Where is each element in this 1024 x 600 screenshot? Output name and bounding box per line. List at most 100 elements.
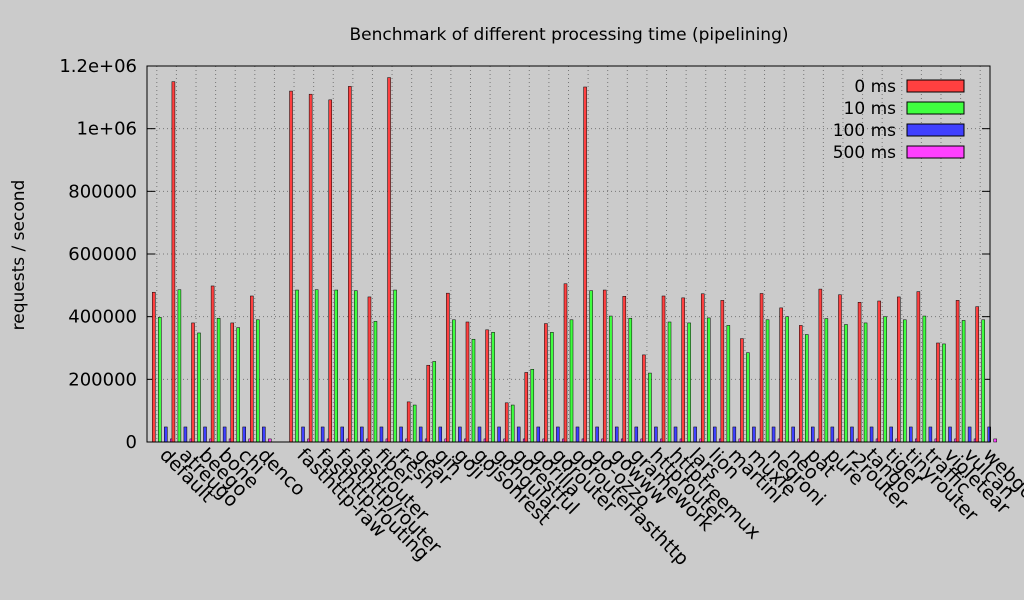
bar-martini-100ms — [732, 426, 737, 443]
bar-gowww-100ms — [614, 426, 619, 443]
chart-title: Benchmark of different processing time (… — [350, 25, 789, 45]
bar-beego-100ms — [203, 426, 207, 443]
bar-default-0ms — [152, 291, 156, 443]
bar-fasthttp-raw-100ms — [301, 426, 305, 443]
bar-gorestful-100ms — [516, 426, 521, 443]
y-tick-label: 1.2e+06 — [59, 56, 137, 77]
bar-atreugo-0ms — [171, 81, 176, 443]
bar-tinyrouter-10ms — [903, 319, 907, 443]
legend-label: 500 ms — [833, 143, 896, 163]
legend-label: 10 ms — [844, 99, 897, 119]
bar-gorouterfasthttp-0ms — [563, 283, 568, 443]
bar-fasthttp-routing-10ms — [314, 289, 319, 443]
bar-gramework-0ms — [622, 296, 627, 443]
bar-tango-100ms — [869, 426, 874, 443]
bar-atreugo-100ms — [183, 426, 188, 443]
legend-swatch — [906, 145, 965, 159]
bar-fasthttp-raw-0ms — [289, 90, 293, 443]
bar-negroni-0ms — [759, 293, 764, 443]
bar-muxie-100ms — [752, 426, 756, 443]
bar-lars-10ms — [687, 322, 691, 443]
bar-gramework-100ms — [634, 426, 639, 443]
bar-gongular-10ms — [491, 332, 495, 443]
bar-chi-10ms — [236, 327, 240, 443]
bar-bone-100ms — [222, 426, 227, 443]
bar-gorouterfasthttp-100ms — [575, 426, 580, 443]
bar-neo-0ms — [779, 307, 783, 443]
bar-fasthttp-raw-10ms — [295, 289, 299, 443]
bar-gear-0ms — [406, 401, 411, 443]
bar-tinyrouter-0ms — [897, 296, 901, 443]
bar-httptreemux-100ms — [673, 426, 678, 443]
bar-tiger-100ms — [889, 426, 893, 443]
legend-label: 100 ms — [833, 121, 896, 141]
bar-beego-0ms — [191, 322, 195, 443]
plot-frame — [146, 65, 991, 443]
bar-fastrouter-100ms — [360, 426, 364, 443]
legend-swatch — [906, 123, 965, 137]
bar-beego-10ms — [197, 332, 201, 443]
bar-gramework-10ms — [628, 317, 633, 443]
bar-lars-100ms — [693, 426, 697, 443]
bar-pure-0ms — [818, 288, 823, 443]
bar-webgo-0ms — [975, 306, 979, 443]
bar-vulcan-0ms — [955, 300, 960, 443]
bar-denco-10ms — [256, 319, 260, 443]
bar-fresh-0ms — [387, 77, 391, 443]
legend-swatch — [906, 79, 965, 93]
y-tick-label: 0 — [126, 432, 137, 453]
bar-traffic-0ms — [916, 291, 921, 443]
bar-gongular-100ms — [497, 426, 501, 443]
bar-go-ozzo-0ms — [583, 86, 587, 443]
bar-pure-100ms — [830, 426, 835, 443]
bar-lion-100ms — [712, 426, 717, 443]
bar-pat-100ms — [811, 426, 815, 443]
y-tick-label: 1e+06 — [76, 119, 137, 140]
bar-webgo-500ms — [993, 438, 997, 443]
bar-muxie-0ms — [740, 338, 744, 443]
bar-gowww-10ms — [608, 315, 613, 443]
bar-lion-0ms — [700, 293, 705, 443]
bar-lars-0ms — [681, 297, 685, 443]
bar-pure-10ms — [824, 318, 829, 443]
bar-httprouter-10ms — [648, 372, 652, 443]
y-tick-label: 400000 — [68, 307, 137, 328]
bar-gowww-0ms — [602, 289, 607, 443]
bar-negroni-10ms — [765, 319, 770, 443]
bar-gongular-0ms — [485, 329, 489, 443]
bar-gorouter-100ms — [556, 426, 560, 443]
bar-go-ozzo-10ms — [589, 290, 593, 443]
bar-chi-100ms — [242, 426, 246, 443]
bar-martini-10ms — [726, 325, 731, 443]
y-tick-label: 200000 — [68, 369, 137, 390]
bar-default-100ms — [164, 426, 168, 443]
legend-swatch — [906, 101, 965, 115]
x-axis-tick-labels: defaultatreugobeegobonechidencofasthttp-… — [155, 444, 1024, 570]
bar-pat-10ms — [805, 334, 809, 443]
bar-fasthttp/router-0ms — [328, 99, 332, 443]
bar-tinyrouter-100ms — [909, 426, 913, 443]
bar-negroni-100ms — [771, 426, 776, 443]
plot-border — [146, 65, 991, 443]
bar-fiber-0ms — [367, 296, 372, 443]
bar-pat-0ms — [799, 325, 803, 443]
bar-chi-0ms — [230, 322, 234, 443]
bar-gorouterfasthttp-10ms — [569, 319, 574, 443]
bar-fastrouter-0ms — [348, 86, 352, 443]
bar-atreugo-10ms — [177, 289, 182, 443]
bar-muxie-10ms — [746, 352, 750, 443]
bar-gorouter-0ms — [544, 323, 548, 443]
bar-violetear-100ms — [948, 426, 952, 443]
bar-go-ozzo-100ms — [595, 426, 599, 443]
bar-violetear-10ms — [942, 343, 946, 443]
bar-r2router-10ms — [844, 324, 848, 443]
bar-vulcan-10ms — [961, 320, 966, 443]
bar-violetear-0ms — [936, 342, 940, 443]
bar-httptreemux-10ms — [667, 321, 672, 443]
bar-tango-0ms — [857, 302, 862, 443]
legend-label: 0 ms — [854, 77, 896, 97]
bar-gin-0ms — [426, 364, 431, 443]
y-tick-label: 800000 — [68, 181, 137, 202]
bar-gorilla-10ms — [530, 369, 535, 443]
bar-httprouter-100ms — [654, 426, 658, 443]
